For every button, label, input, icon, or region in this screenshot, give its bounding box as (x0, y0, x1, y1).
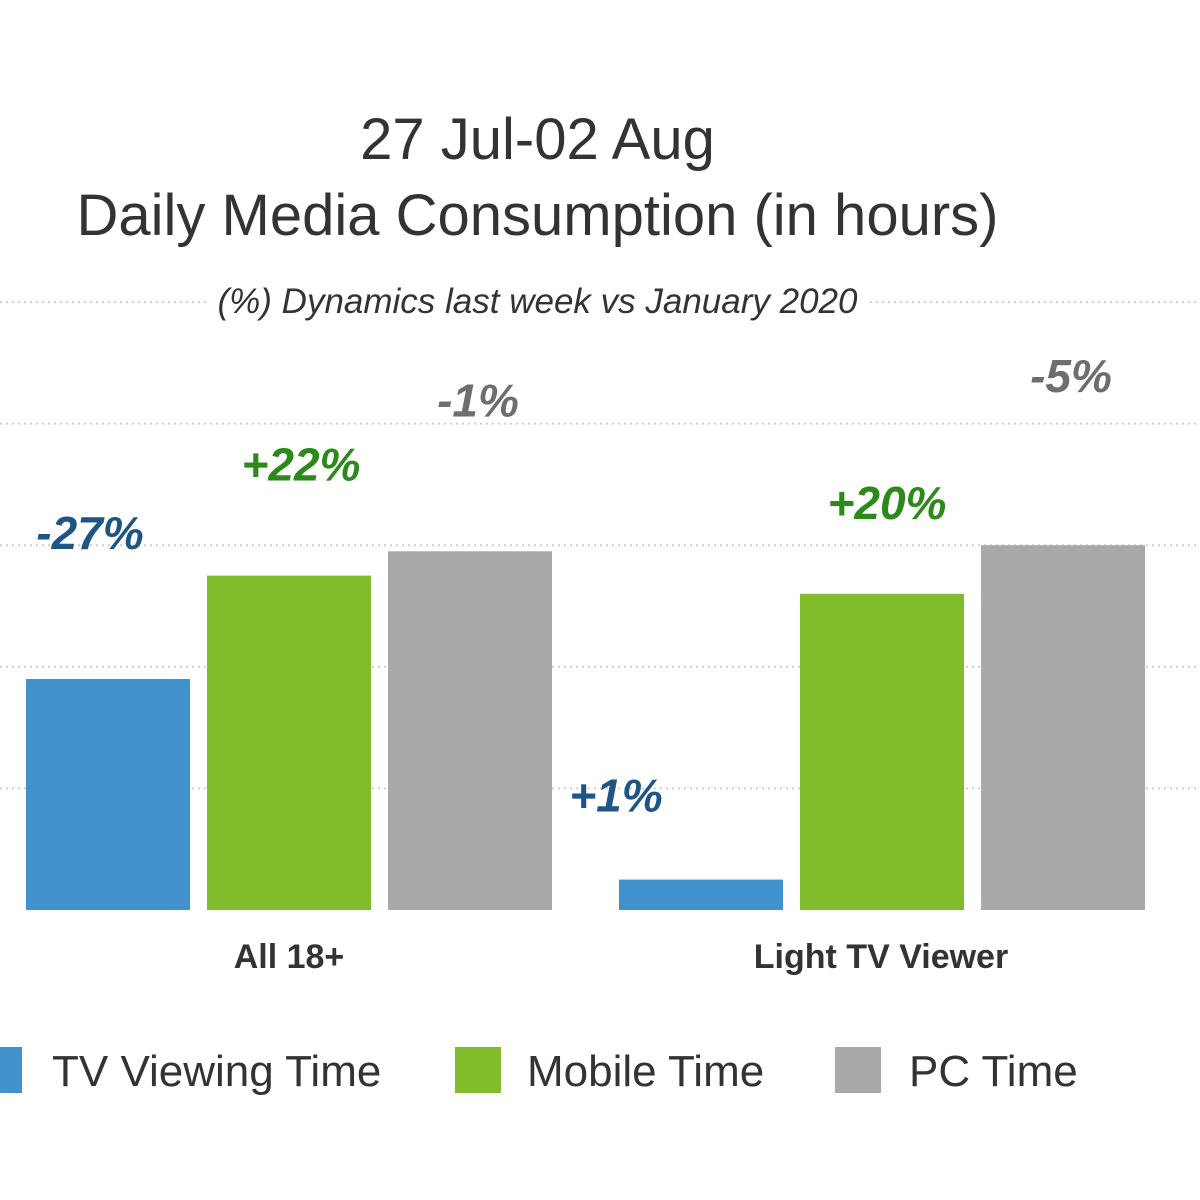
category-label-light-tv-viewer: Light TV Viewer (753, 938, 1009, 976)
legend: TV Viewing Time Mobile Time PC Time (0, 1040, 1200, 1110)
change-label-mobile-time-1: +20% (828, 477, 947, 529)
legend-label-pc: PC Time (909, 1047, 1078, 1096)
chart-title: 27 Jul-02 Aug (360, 107, 715, 172)
chart-subtitle: Daily Media Consumption (in hours) (76, 183, 999, 248)
category-label-all-18: All 18+ (233, 938, 345, 976)
bar-tv-viewing-time-1 (619, 879, 783, 910)
chart-note: (%) Dynamics last week vs January 2020 (0, 280, 1075, 324)
change-label-pc-time-0: -1% (437, 374, 519, 426)
bar-mobile-time-0 (207, 575, 371, 910)
chart-note-text: (%) Dynamics last week vs January 2020 (207, 282, 868, 321)
change-label-pc-time-1: -5% (1030, 350, 1112, 402)
bar-mobile-time-1 (800, 593, 964, 910)
legend-label-mobile: Mobile Time (527, 1047, 765, 1096)
change-label-mobile-time-0: +22% (242, 439, 361, 491)
legend-swatch-pc (835, 1047, 881, 1093)
bar-pc-time-1 (981, 545, 1145, 910)
bar-pc-time-0 (388, 551, 552, 910)
legend-label-tv: TV Viewing Time (52, 1047, 382, 1096)
legend-swatch-tv (0, 1047, 22, 1093)
change-label-tv-viewing-time-0: -27% (36, 507, 143, 559)
legend-swatch-mobile (455, 1047, 501, 1093)
bar-chart: -27% +22% -1% +1% +20% -5% (0, 301, 1200, 910)
bar-tv-viewing-time-0 (26, 678, 190, 910)
change-label-tv-viewing-time-1: +1% (569, 770, 662, 822)
